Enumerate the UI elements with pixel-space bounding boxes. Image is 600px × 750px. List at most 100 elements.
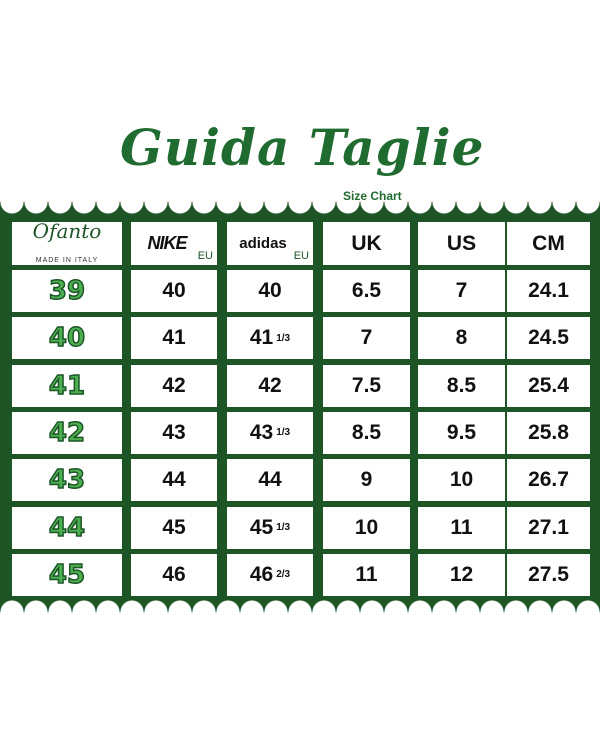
us-cell: 7 — [418, 270, 505, 312]
nike-size: 45 — [162, 515, 186, 539]
nike-size: 41 — [162, 326, 186, 350]
us-cell: 8 — [418, 317, 505, 360]
adidas-cell: 44 — [227, 459, 313, 502]
brand-logo: Ofanto — [32, 219, 102, 244]
nike-cell: 45 — [131, 506, 217, 549]
page-title: Guida Taglie — [120, 118, 485, 177]
cm-cell: 24.1 — [507, 270, 590, 312]
uk-size: 7.5 — [351, 373, 382, 397]
us-size: 12 — [449, 562, 474, 586]
header-nike: NIKE EU — [131, 222, 217, 265]
nike-cell: 43 — [131, 411, 217, 454]
adidas-unit: EU — [293, 250, 309, 262]
us-size: 11 — [450, 515, 473, 539]
adidas-cell: 46 2/3 — [227, 553, 313, 596]
size-cell: 44 — [12, 506, 122, 549]
adidas-cell: 42 — [227, 364, 313, 407]
nike-cell: 46 — [131, 553, 217, 596]
us-cell: 11 — [418, 506, 505, 549]
nike-cell: 40 — [131, 270, 217, 312]
adidas-size: 46 — [249, 562, 274, 586]
scalloped-edge-top — [0, 202, 600, 214]
header-adidas: adidas EU — [227, 222, 313, 265]
ofanto-size: 41 — [48, 370, 86, 402]
adidas-fraction: 1/3 — [276, 332, 291, 344]
uk-size: 11 — [355, 562, 378, 586]
uk-cell: 10 — [323, 506, 410, 549]
uk-cell: 9 — [323, 459, 410, 502]
adidas-size: 45 — [249, 515, 274, 539]
cm-size: 27.5 — [528, 562, 569, 586]
cm-size: 25.4 — [528, 373, 569, 397]
cm-size: 24.1 — [528, 279, 569, 302]
size-cell: 45 — [12, 553, 122, 596]
adidas-cell: 43 1/3 — [227, 411, 313, 454]
nike-logo: NIKE — [147, 233, 187, 253]
cm-size: 27.1 — [528, 515, 569, 539]
adidas-size: 42 — [258, 373, 282, 397]
cm-cell: 25.8 — [507, 411, 590, 454]
us-label: US — [446, 231, 477, 255]
nike-cell: 41 — [131, 317, 217, 360]
size-cell: 40 — [12, 317, 122, 360]
uk-label: UK — [351, 231, 382, 255]
cm-size: 24.5 — [528, 326, 569, 350]
uk-size: 6.5 — [351, 279, 382, 302]
brand-tagline: MADE IN ITALY — [35, 256, 99, 264]
cm-label: CM — [532, 231, 565, 255]
us-cell: 8.5 — [418, 364, 505, 407]
nike-size: 44 — [162, 468, 186, 492]
us-size: 10 — [449, 468, 474, 492]
ofanto-size: 44 — [48, 512, 86, 544]
adidas-cell: 45 1/3 — [227, 506, 313, 549]
cm-cell: 25.4 — [507, 364, 590, 407]
us-size: 7 — [455, 279, 468, 302]
size-cell: 42 — [12, 411, 122, 454]
nike-size: 42 — [162, 373, 186, 397]
nike-size: 43 — [162, 420, 186, 444]
adidas-logo: adidas — [239, 235, 287, 252]
cm-size: 25.8 — [528, 420, 569, 444]
adidas-cell: 40 — [227, 270, 313, 312]
adidas-size: 40 — [258, 279, 282, 302]
us-cell: 10 — [418, 459, 505, 502]
cm-size: 26.7 — [528, 468, 569, 492]
nike-size: 46 — [162, 562, 186, 586]
ofanto-size: 40 — [48, 323, 86, 355]
adidas-cell: 41 1/3 — [227, 317, 313, 360]
nike-size: 40 — [162, 279, 186, 302]
size-cell: 41 — [12, 364, 122, 407]
cm-cell: 24.5 — [507, 317, 590, 360]
cm-cell: 27.5 — [507, 553, 590, 596]
uk-size: 10 — [354, 515, 379, 539]
adidas-fraction: 1/3 — [276, 522, 291, 533]
uk-size: 7 — [360, 326, 373, 350]
uk-cell: 6.5 — [323, 270, 410, 312]
cm-cell: 26.7 — [507, 459, 590, 502]
header-us: US — [418, 222, 505, 265]
header-cm: CM — [507, 222, 590, 265]
ofanto-size: 45 — [48, 559, 86, 591]
uk-cell: 11 — [323, 553, 410, 596]
ofanto-size: 43 — [48, 464, 86, 496]
us-cell: 12 — [418, 553, 505, 596]
size-cell: 43 — [12, 459, 122, 502]
adidas-size: 43 — [249, 420, 274, 444]
adidas-fraction: 1/3 — [276, 427, 291, 439]
cm-cell: 27.1 — [507, 506, 590, 549]
us-size: 9.5 — [446, 420, 477, 444]
uk-size: 9 — [360, 468, 373, 492]
adidas-size: 44 — [258, 468, 282, 492]
us-size: 8.5 — [446, 373, 477, 397]
scalloped-edge-bottom — [0, 600, 600, 612]
adidas-fraction: 2/3 — [276, 569, 291, 581]
nike-cell: 44 — [131, 459, 217, 502]
ofanto-size: 42 — [48, 417, 86, 449]
subtitle: Size Chart — [343, 189, 402, 203]
header-brand: Ofanto MADE IN ITALY — [12, 219, 122, 265]
header-uk: UK — [323, 222, 410, 265]
uk-size: 8.5 — [351, 420, 382, 444]
size-cell: 39 — [12, 270, 122, 312]
uk-cell: 7 — [323, 317, 410, 360]
uk-cell: 7.5 — [323, 364, 410, 407]
